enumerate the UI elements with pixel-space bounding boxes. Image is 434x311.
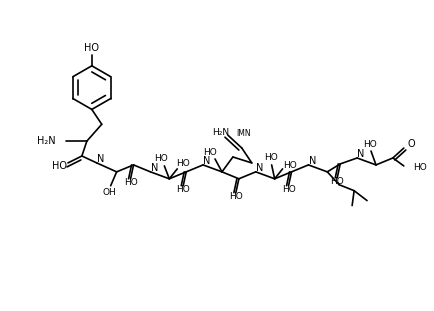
Text: N: N (150, 163, 158, 173)
Text: H₂N: H₂N (211, 128, 228, 137)
Text: HO: HO (281, 185, 295, 194)
Text: HO: HO (263, 153, 277, 162)
Text: N: N (256, 163, 263, 173)
Text: O: O (407, 139, 414, 149)
Text: HO: HO (84, 43, 99, 53)
Text: N: N (308, 156, 316, 166)
Text: HO: HO (412, 163, 426, 172)
Text: N: N (357, 149, 364, 159)
Text: HO: HO (123, 178, 137, 187)
Text: HO: HO (362, 140, 376, 149)
Text: HO: HO (51, 161, 66, 171)
Text: HO: HO (154, 155, 168, 164)
Text: HO: HO (228, 192, 242, 201)
Text: HO: HO (176, 185, 190, 194)
Text: HO: HO (282, 161, 296, 170)
Text: HO: HO (176, 160, 190, 169)
Text: OH: OH (102, 188, 116, 197)
Text: N: N (203, 156, 210, 166)
Text: H₂N: H₂N (37, 136, 56, 146)
Text: HO: HO (329, 177, 343, 186)
Text: N: N (97, 154, 104, 164)
Text: IMN: IMN (236, 129, 250, 138)
Text: HO: HO (203, 147, 217, 156)
